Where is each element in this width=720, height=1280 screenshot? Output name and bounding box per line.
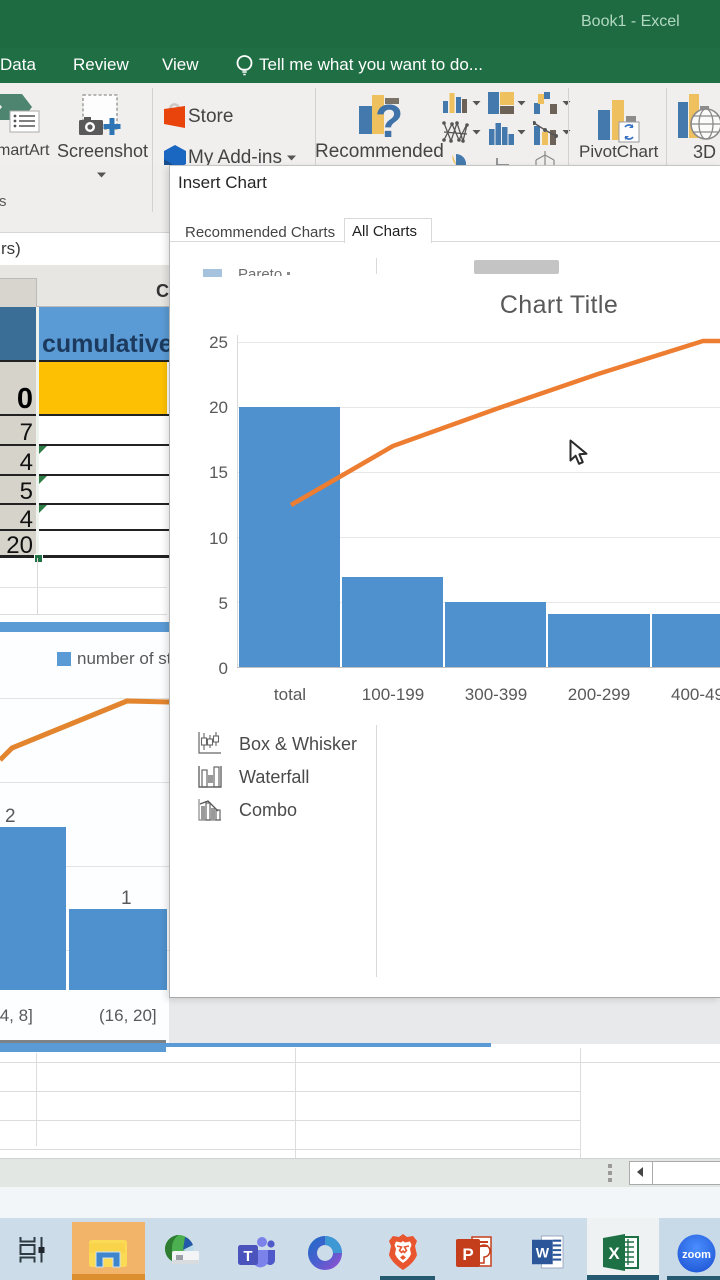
- svg-text:P: P: [462, 1245, 473, 1264]
- svg-text:zoom: zoom: [682, 1249, 711, 1261]
- svg-text:?: ?: [375, 95, 403, 142]
- svg-text:X: X: [608, 1244, 620, 1263]
- svg-text:T: T: [243, 1248, 252, 1265]
- svg-text:W: W: [536, 1245, 550, 1261]
